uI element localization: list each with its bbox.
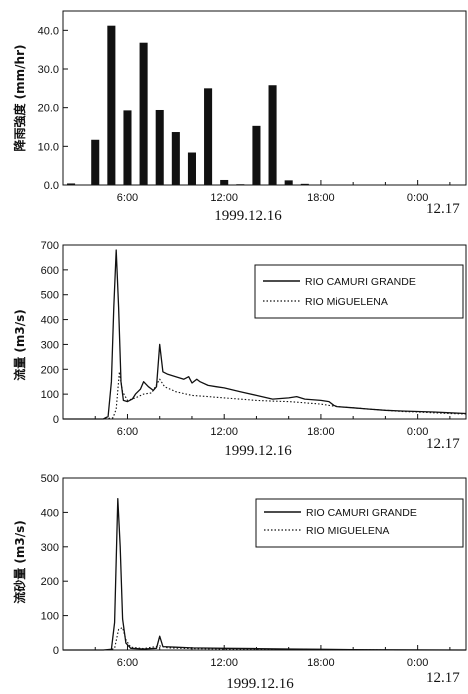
discharge-x-tick-label: 6:00 [117, 426, 138, 438]
discharge-y-tick-label: 100 [41, 389, 59, 401]
sediment-series-line-miguelena [63, 627, 466, 651]
discharge-chart: 0 100 200 300 400 500 600 700 6:00 12:00 18:00 0:00… [12, 240, 467, 459]
discharge-y-tick-label: 200 [41, 364, 59, 376]
rainfall-y-tick-label: 30.0 [38, 64, 59, 76]
sediment-y-tick-label: 200 [41, 576, 59, 588]
sediment-plot-frame [62, 477, 467, 651]
sediment-y-tick-label: 500 [41, 473, 59, 485]
discharge-x-tick-label: 0:00 [407, 426, 428, 438]
sediment-legend-label-camuri: RIO CAMURI GRANDE [306, 507, 417, 519]
sediment-chart: 0 100 200 300 400 500 6:00 12:00 18:00 0:00 RIO C… [12, 473, 467, 692]
sediment-x-tick-label: 12:00 [210, 657, 238, 669]
sediment-legend-label-miguelena: RIO MIGUELENA [306, 525, 389, 537]
rainfall-bars [67, 25, 309, 186]
sediment-y-tick-label: 300 [41, 542, 59, 554]
discharge-date-label: 1999.12.16 [224, 443, 292, 459]
sediment-y-tick-label: 400 [41, 507, 59, 519]
discharge-legend-box [254, 264, 464, 319]
discharge-end-date-label: 12.17 [426, 436, 460, 452]
rainfall-end-date-label: 12.17 [426, 201, 460, 217]
rainfall-bar [123, 110, 132, 185]
discharge-y-axis-label: 流量 (m3/s) [12, 309, 27, 381]
rainfall-y-axis-label: 降雨強度 (mm/hr) [12, 45, 27, 152]
discharge-legend: RIO CAMURI GRANDE RIO MiGUELENA [254, 264, 464, 319]
sediment-axes: 0 100 200 300 400 500 6:00 12:00 18:00 0:00 [41, 473, 451, 669]
rainfall-chart: 0.0 10.0 20.0 30.0 40.0 6:00 12:00 18:00 0:00 降雨… [12, 10, 467, 224]
rainfall-bar [268, 85, 277, 185]
sediment-legend: RIO CAMURI GRANDE RIO MIGUELENA [255, 498, 464, 548]
rainfall-bar [300, 183, 309, 185]
discharge-legend-label-miguelena: RIO MiGUELENA [305, 296, 388, 308]
rainfall-y-tick-label: 20.0 [38, 103, 59, 115]
sediment-series [63, 497, 467, 651]
rainfall-y-tick-label: 0.0 [44, 180, 59, 192]
rainfall-bar [139, 42, 148, 185]
discharge-axes: 0 100 200 300 400 500 600 700 6:00 12:00 18:00 0:00 [41, 240, 451, 438]
rainfall-x-tick-label: 18:00 [307, 192, 335, 204]
discharge-x-tick-label: 18:00 [307, 426, 335, 438]
discharge-plot-frame [62, 244, 467, 420]
discharge-legend-label-camuri: RIO CAMURI GRANDE [305, 276, 416, 288]
rainfall-x-tick-label: 0:00 [407, 192, 428, 204]
rainfall-bar [252, 125, 261, 185]
rainfall-x-tick-label: 6:00 [117, 192, 138, 204]
sediment-x-tick-label: 18:00 [307, 657, 335, 669]
discharge-series-line-miguelena [63, 371, 467, 420]
rainfall-plot-frame [62, 10, 467, 186]
sediment-x-tick-label: 0:00 [407, 657, 428, 669]
rainfall-bar [107, 25, 116, 186]
sediment-y-axis-label: 流砂量 (m3/s) [12, 520, 27, 604]
sediment-x-tick-label: 6:00 [117, 657, 138, 669]
sediment-series-line-camuri-grande [63, 497, 467, 651]
rainfall-bar [187, 152, 196, 185]
sediment-y-tick-label: 100 [41, 611, 59, 623]
rainfall-bar [91, 139, 100, 185]
sediment-y-tick-label: 0 [53, 645, 59, 657]
rainfall-bar [155, 109, 164, 185]
rainfall-bar [236, 184, 245, 186]
discharge-y-tick-label: 300 [41, 339, 59, 351]
discharge-x-tick-label: 12:00 [210, 426, 238, 438]
discharge-y-tick-label: 600 [41, 265, 59, 277]
sediment-legend-box [255, 498, 464, 548]
sediment-date-label: 1999.12.16 [226, 676, 294, 692]
discharge-y-tick-label: 0 [53, 414, 59, 426]
rainfall-axes: 0.0 10.0 20.0 30.0 40.0 6:00 12:00 18:00 0:00 [38, 25, 451, 204]
discharge-y-tick-label: 500 [41, 290, 59, 302]
rainfall-bar [204, 88, 213, 185]
rainfall-bar [67, 183, 76, 185]
discharge-y-tick-label: 400 [41, 315, 59, 327]
discharge-y-tick-label: 700 [41, 240, 59, 252]
rainfall-y-tick-label: 10.0 [38, 141, 59, 153]
discharge-series [63, 249, 467, 420]
rainfall-y-tick-label: 40.0 [38, 25, 59, 37]
sediment-end-date-label: 12.17 [426, 670, 460, 686]
rainfall-x-tick-label: 12:00 [210, 192, 238, 204]
rainfall-bar [171, 132, 180, 185]
rainfall-date-label: 1999.12.16 [214, 208, 282, 224]
